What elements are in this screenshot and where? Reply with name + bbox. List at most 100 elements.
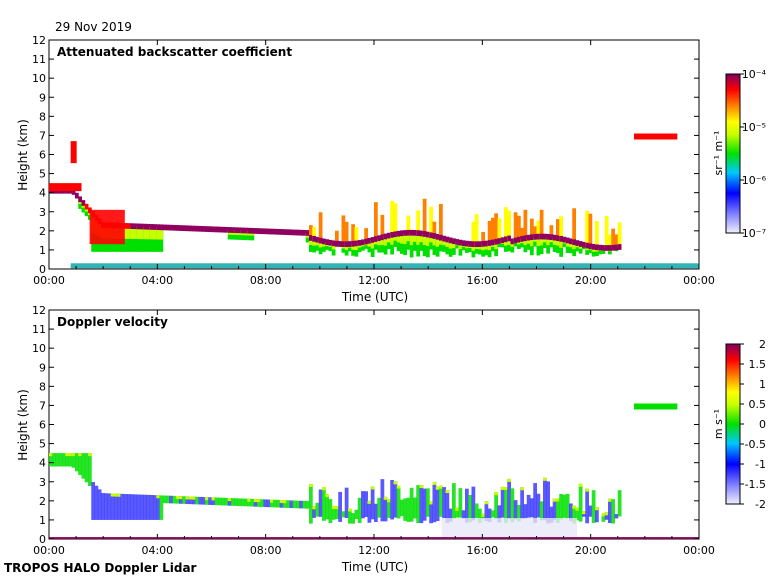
colorbar-tick-label: 0 <box>759 418 766 431</box>
velocity-cell <box>286 500 290 508</box>
backscatter-cell <box>214 226 219 233</box>
velocity-cell <box>172 495 177 504</box>
velocity-cell <box>377 497 381 518</box>
backscatter-cell <box>341 215 346 245</box>
velocity-cell <box>309 483 313 487</box>
velocity-cell <box>383 496 388 500</box>
backscatter-cell <box>318 240 323 248</box>
colorbar-tick-label: 1.5 <box>749 358 767 371</box>
velocity-cell <box>416 485 420 524</box>
velocity-cell <box>315 502 320 517</box>
velocity-cell <box>556 498 560 524</box>
velocity-cell <box>130 494 134 520</box>
y-tick-label: 4 <box>39 187 46 200</box>
x-tick-label: 00:00 <box>683 274 715 287</box>
colorbar-tick-label: 10⁻⁴ <box>742 68 767 81</box>
backscatter-cell <box>416 230 420 236</box>
y-tick-label: 3 <box>39 476 46 489</box>
backscatter-cell <box>504 236 508 243</box>
backscatter-cell <box>565 240 570 247</box>
velocity-cell <box>582 511 586 515</box>
x-tick-label: 20:00 <box>575 544 607 557</box>
backscatter-cell <box>143 223 147 230</box>
backscatter-cell <box>172 224 177 231</box>
velocity-cell <box>614 513 619 519</box>
velocity-cell <box>585 488 589 524</box>
velocity-cell <box>455 507 459 511</box>
velocity-cell <box>452 483 456 519</box>
backscatter-cell <box>380 214 385 238</box>
velocity-cell <box>211 497 216 501</box>
velocity-cell <box>110 493 115 497</box>
backscatter-cell <box>497 241 502 248</box>
velocity-cell <box>504 486 508 523</box>
y-tick-label: 6 <box>39 149 46 162</box>
backscatter-cell <box>497 218 502 242</box>
backscatter-cell <box>253 228 258 234</box>
backscatter-cell <box>413 229 417 236</box>
backscatter-cell <box>276 228 281 235</box>
backscatter-cell <box>432 221 437 237</box>
y-tick-label: 1 <box>39 244 46 257</box>
backscatter-cell <box>318 212 323 241</box>
backscatter-cell <box>146 223 151 230</box>
backscatter-cell <box>299 229 303 236</box>
velocity-cell <box>260 499 264 507</box>
y-tick-label: 8 <box>39 110 46 123</box>
backscatter-cell <box>198 225 203 232</box>
velocity-cell <box>432 481 437 523</box>
x-tick-label: 08:00 <box>250 544 282 557</box>
velocity-cell <box>387 499 391 518</box>
backscatter-cell <box>78 196 82 203</box>
y-tick-label: 5 <box>39 168 46 181</box>
backscatter-cell <box>471 221 476 245</box>
velocity-cell <box>344 487 349 519</box>
backscatter-cell <box>354 240 359 247</box>
backscatter-cell <box>494 238 498 245</box>
backscatter-cell <box>185 225 190 232</box>
backscatter-cell <box>448 240 453 249</box>
backscatter-cell <box>325 239 329 245</box>
velocity-cell <box>617 490 622 517</box>
velocity-cell <box>390 480 394 520</box>
velocity-cell <box>117 493 121 497</box>
backscatter-cell <box>70 263 699 269</box>
backscatter-cell <box>429 206 433 236</box>
velocity-cell <box>396 485 401 519</box>
backscatter-cell <box>608 234 612 248</box>
velocity-cell <box>585 488 589 492</box>
velocity-cell <box>552 498 557 502</box>
velocity-cell <box>403 498 407 521</box>
backscatter-cell <box>530 234 534 241</box>
velocity-cell <box>305 501 310 509</box>
velocity-cell <box>429 501 433 505</box>
velocity-cell <box>634 403 678 410</box>
backscatter-cell <box>442 238 446 246</box>
velocity-cell <box>578 483 583 522</box>
velocity-cell <box>114 493 118 497</box>
velocity-cell <box>62 453 66 467</box>
y-tick-label: 12 <box>32 304 46 317</box>
backscatter-cell <box>455 239 459 245</box>
backscatter-cell <box>390 200 394 235</box>
velocity-cell <box>211 497 216 506</box>
backscatter-cell <box>250 227 255 234</box>
velocity-cell <box>312 506 316 518</box>
velocity-cell <box>494 492 498 520</box>
backscatter-cell <box>461 240 466 247</box>
backscatter-cell <box>582 241 586 248</box>
velocity-cell <box>370 486 375 520</box>
velocity-cell <box>283 500 287 508</box>
backscatter-cell <box>237 230 242 240</box>
colorbar-tick-label: 0.5 <box>749 398 767 411</box>
backscatter-cell <box>380 234 385 241</box>
velocity-cell <box>75 453 79 472</box>
backscatter-cell <box>153 224 157 230</box>
velocity-cell <box>419 485 424 489</box>
backscatter-cell <box>517 236 521 243</box>
backscatter-cell <box>614 234 619 248</box>
backscatter-cell <box>435 233 440 240</box>
velocity-cell <box>188 496 193 500</box>
backscatter-cell <box>279 229 284 235</box>
velocity-cell <box>543 477 547 481</box>
